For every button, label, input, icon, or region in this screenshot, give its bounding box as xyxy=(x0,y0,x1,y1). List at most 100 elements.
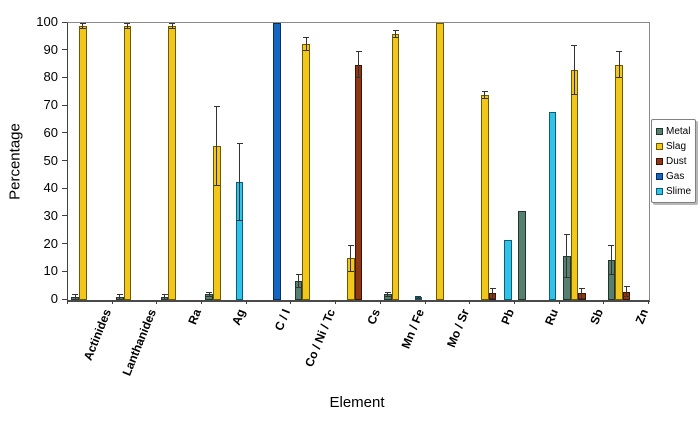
legend-item-metal: Metal xyxy=(656,124,691,139)
error-bar-slag-mn-fe-top xyxy=(392,29,399,31)
bar-gas-c-i xyxy=(272,23,281,300)
error-bar-slag-ag-bottom xyxy=(213,185,220,187)
legend-item-slag: Slag xyxy=(656,139,691,154)
y-axis-tick xyxy=(62,49,67,51)
x-axis-tick xyxy=(156,300,158,304)
error-bar-dust-zn-bottom xyxy=(623,296,630,298)
error-bar-slag-zn xyxy=(618,50,620,79)
x-axis-tick xyxy=(603,300,605,304)
error-bar-slime-mn-fe xyxy=(417,295,419,299)
legend-label-gas: Gas xyxy=(666,171,685,182)
error-bar-metal-zn xyxy=(610,244,612,276)
error-bar-slime-ag-bottom xyxy=(236,220,243,222)
error-bar-dust-zn-top xyxy=(623,286,630,288)
y-axis-tick xyxy=(62,243,67,245)
bar-slime-pb xyxy=(503,240,512,300)
error-bar-slag-co-ni-tc-top xyxy=(303,36,310,38)
error-bar-metal-mn-fe-top xyxy=(384,291,391,293)
error-bar-metal-actinides-top xyxy=(72,294,79,296)
error-bar-slime-mn-fe-top xyxy=(415,295,422,297)
bar-dust-cs xyxy=(354,64,363,300)
bar-slag-sb xyxy=(570,70,579,300)
y-tick-label-90: 90 xyxy=(43,41,58,57)
legend-item-slime: Slime xyxy=(656,184,691,199)
y-tick-label-50: 50 xyxy=(43,152,58,168)
error-bar-metal-ra-top xyxy=(161,294,168,296)
error-bar-slag-mn-fe-bottom xyxy=(392,37,399,39)
error-bar-metal-ra-bottom xyxy=(161,299,168,300)
bar-metal-ru xyxy=(518,211,526,300)
error-bar-slag-actinides-top xyxy=(79,23,86,24)
y-axis-tick xyxy=(62,270,67,272)
y-axis-tick xyxy=(62,76,67,78)
error-bar-metal-co-ni-tc-bottom xyxy=(295,286,302,288)
error-bar-slag-lanthanides xyxy=(126,23,128,29)
y-tick-label-10: 10 xyxy=(43,263,58,279)
x-axis-tick xyxy=(111,300,113,304)
error-bar-slag-ag xyxy=(216,106,218,187)
legend: Metal Slag Dust Gas Slime xyxy=(651,119,697,203)
error-bar-slag-ra-bottom xyxy=(169,27,176,29)
error-bar-metal-co-ni-tc xyxy=(298,273,300,288)
error-bar-metal-ag-bottom xyxy=(206,296,213,298)
x-axis-tick xyxy=(424,300,426,304)
x-axis-tick xyxy=(335,300,337,304)
y-tick-label-100: 100 xyxy=(36,14,58,29)
bar-slag-mo-sr xyxy=(436,23,445,300)
error-bar-slag-ag-top xyxy=(213,106,220,108)
x-axis-title: Element xyxy=(329,394,385,411)
y-axis-tick xyxy=(62,187,67,189)
error-bar-slag-sb-bottom xyxy=(571,94,578,96)
legend-item-dust: Dust xyxy=(656,154,691,169)
bar-slag-ra xyxy=(168,25,176,300)
error-bar-slag-co-ni-tc xyxy=(305,36,307,51)
legend-key-slag-icon xyxy=(656,143,663,150)
y-axis-tick xyxy=(62,160,67,161)
error-bar-metal-ra xyxy=(164,294,166,300)
y-axis-tick xyxy=(62,215,67,217)
legend-key-dust-icon xyxy=(656,158,663,165)
y-tick-label-40: 40 xyxy=(43,180,58,196)
bar-slag-co-ni-tc xyxy=(302,43,310,300)
error-bar-slag-pb xyxy=(484,90,486,100)
error-bar-metal-mn-fe-bottom xyxy=(384,296,391,298)
legend-label-dust: Dust xyxy=(666,156,687,167)
error-bar-metal-actinides xyxy=(74,294,76,300)
y-axis-tick xyxy=(62,104,67,106)
legend-label-slime: Slime xyxy=(666,186,692,197)
error-bar-dust-cs-top xyxy=(355,50,362,52)
error-bar-slag-pb-top xyxy=(481,90,488,92)
x-axis-tick xyxy=(67,300,68,304)
error-bar-metal-lanthanides xyxy=(119,294,121,300)
error-bar-dust-pb xyxy=(492,287,494,299)
error-bar-slag-actinides xyxy=(82,23,84,29)
x-axis-tick xyxy=(469,300,471,304)
error-bar-slag-pb-bottom xyxy=(481,98,488,100)
error-bar-dust-cs xyxy=(358,50,359,79)
legend-key-gas-icon xyxy=(656,173,663,180)
error-bar-dust-zn xyxy=(626,286,628,298)
error-bar-slag-cs-top xyxy=(347,244,354,246)
error-bar-slag-lanthanides-top xyxy=(124,23,131,24)
error-bar-slag-mn-fe xyxy=(395,29,397,39)
error-bar-dust-pb-top xyxy=(489,287,496,289)
legend-item-gas: Gas xyxy=(656,169,691,184)
y-tick-label-60: 60 xyxy=(43,124,58,140)
y-tick-label-80: 80 xyxy=(43,69,58,85)
error-bar-slag-sb xyxy=(573,45,575,96)
x-category-label-actinides: Actinides xyxy=(81,307,115,363)
bar-slag-pb xyxy=(481,95,489,300)
x-axis-tick xyxy=(245,300,247,304)
x-axis-tick xyxy=(648,300,649,304)
plot-area xyxy=(67,22,650,302)
error-bar-metal-ag-top xyxy=(206,291,213,293)
x-axis-tick xyxy=(379,300,381,304)
error-bar-metal-lanthanides-bottom xyxy=(116,299,123,300)
error-bar-slime-ag xyxy=(239,143,241,222)
error-bar-dust-sb-bottom xyxy=(578,297,585,299)
x-axis-tick xyxy=(558,300,560,304)
bar-slag-lanthanides xyxy=(123,25,132,300)
error-bar-metal-co-ni-tc-top xyxy=(295,273,302,275)
error-bar-dust-sb-top xyxy=(578,287,585,289)
